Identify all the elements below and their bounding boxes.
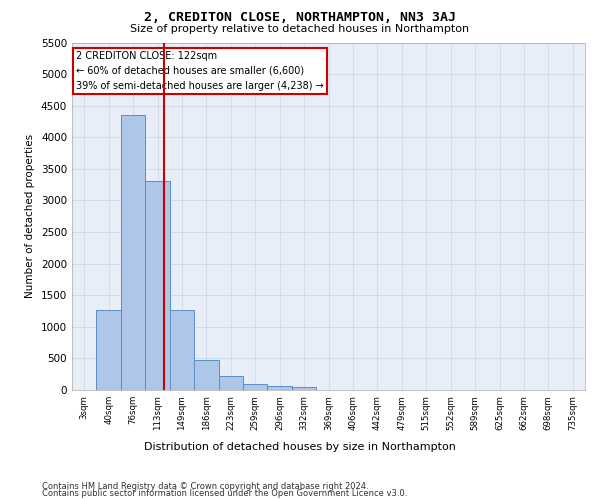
Bar (243, 384, 268, 390)
Text: 2, CREDITON CLOSE, NORTHAMPTON, NN3 3AJ: 2, CREDITON CLOSE, NORTHAMPTON, NN3 3AJ (144, 11, 456, 24)
Bar (218, 376, 243, 390)
Bar (121, 115, 145, 390)
Bar (292, 387, 316, 390)
Text: 2 CREDITON CLOSE: 122sqm
← 60% of detached houses are smaller (6,600)
39% of sem: 2 CREDITON CLOSE: 122sqm ← 60% of detach… (76, 51, 324, 91)
Bar (145, 181, 170, 390)
Text: Distribution of detached houses by size in Northampton: Distribution of detached houses by size … (144, 442, 456, 452)
Text: Contains public sector information licensed under the Open Government Licence v3: Contains public sector information licen… (42, 488, 407, 498)
Bar (194, 360, 218, 390)
Bar (268, 386, 292, 390)
Bar (97, 310, 121, 390)
Bar (170, 310, 194, 390)
Text: Contains HM Land Registry data © Crown copyright and database right 2024.: Contains HM Land Registry data © Crown c… (42, 482, 368, 491)
Text: Size of property relative to detached houses in Northampton: Size of property relative to detached ho… (130, 24, 470, 34)
Y-axis label: Number of detached properties: Number of detached properties (25, 134, 35, 298)
